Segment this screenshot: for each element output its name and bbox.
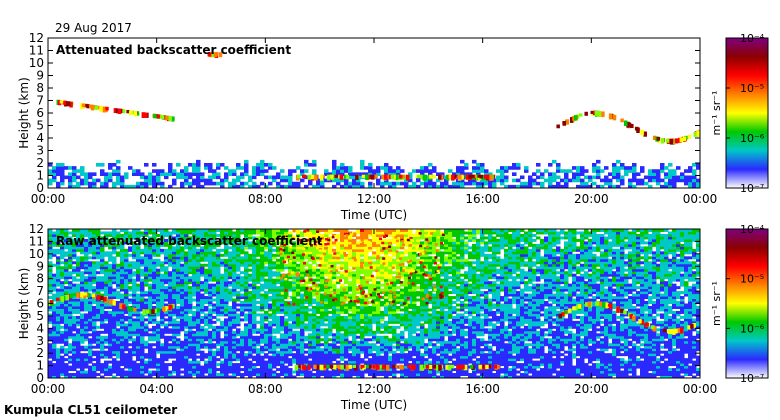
x-tick-label: 00:00 xyxy=(31,382,66,396)
x-tick-label: 20:00 xyxy=(574,382,609,396)
x-axis-label: Time (UTC) xyxy=(340,398,407,412)
feature-high_cloud xyxy=(207,52,223,59)
y-tick-label: 3 xyxy=(36,334,44,348)
feature-cloud_layer xyxy=(56,99,175,122)
panels: Attenuated backscatter coefficient012345… xyxy=(17,31,769,412)
y-tick-label: 5 xyxy=(36,309,44,323)
x-tick-label: 00:00 xyxy=(683,382,718,396)
y-tick-label: 10 xyxy=(29,247,44,261)
feature-cloud_layer xyxy=(558,301,697,335)
x-tick-label: 00:00 xyxy=(31,192,66,206)
y-tick-label: 8 xyxy=(36,272,44,286)
y-tick-label: 11 xyxy=(29,44,44,58)
y-tick-label: 12 xyxy=(29,31,44,45)
y-tick-label: 0 xyxy=(36,181,44,195)
feature-cloud_layer xyxy=(556,110,700,145)
y-tick-label: 0 xyxy=(36,371,44,385)
y-tick-label: 1 xyxy=(36,169,44,183)
colorbar-scale xyxy=(725,228,769,379)
panel-2: Raw attenuated backscatter coefficient01… xyxy=(17,222,769,412)
x-tick-label: 20:00 xyxy=(574,192,609,206)
heatmap-field xyxy=(48,52,700,188)
y-tick-label: 9 xyxy=(36,259,44,273)
colorbar-tick-label: 10⁻⁷ xyxy=(740,372,764,385)
date-label: 29 Aug 2017 xyxy=(55,21,132,35)
colorbar: 10⁻⁴ 10⁻⁵ 10⁻⁶ 10⁻⁷ m⁻¹ sr⁻¹ xyxy=(710,32,769,195)
y-tick-label: 7 xyxy=(36,94,44,108)
instrument-label: Kumpula CL51 ceilometer xyxy=(4,403,177,417)
y-tick-label: 10 xyxy=(29,56,44,70)
colorbar-label: m⁻¹ sr⁻¹ xyxy=(710,91,723,136)
heatmap-field xyxy=(48,229,700,378)
colorbar-scale xyxy=(725,37,769,189)
feature-cloud_layer xyxy=(48,292,175,316)
x-tick-label: 04:00 xyxy=(139,192,174,206)
x-tick-label: 00:00 xyxy=(683,192,718,206)
x-axis-label: Time (UTC) xyxy=(340,208,407,222)
colorbar: 10⁻⁴ 10⁻⁵ 10⁻⁶ 10⁻⁷ m⁻¹ sr⁻¹ xyxy=(710,223,769,385)
x-tick-label: 04:00 xyxy=(139,382,174,396)
y-tick-label: 5 xyxy=(36,119,44,133)
panel-1: Attenuated backscatter coefficient012345… xyxy=(17,31,769,222)
x-tick-label: 16:00 xyxy=(465,192,500,206)
colorbar-label: m⁻¹ sr⁻¹ xyxy=(710,281,723,326)
colorbar-tick-label: 10⁻⁵ xyxy=(740,82,764,95)
feature-low_cloud xyxy=(294,364,500,371)
feature-low_cloud xyxy=(295,174,496,181)
y-tick-label: 12 xyxy=(29,222,44,236)
x-tick-label: 08:00 xyxy=(248,192,283,206)
colorbar-tick-label: 10⁻⁴ xyxy=(740,32,765,45)
y-tick-label: 2 xyxy=(36,156,44,170)
colorbar-tick-label: 10⁻⁶ xyxy=(740,322,765,335)
feature-noise_background xyxy=(48,229,700,378)
y-tick-label: 4 xyxy=(36,321,44,335)
colorbar-tick-label: 10⁻⁷ xyxy=(740,182,764,195)
panel-title: Raw attenuated backscatter coefficient xyxy=(56,234,323,248)
y-tick-label: 6 xyxy=(36,297,44,311)
panel-title: Attenuated backscatter coefficient xyxy=(56,43,291,57)
y-tick-label: 1 xyxy=(36,359,44,373)
y-tick-label: 8 xyxy=(36,81,44,95)
x-tick-label: 08:00 xyxy=(248,382,283,396)
colorbar-tick-label: 10⁻⁶ xyxy=(740,132,765,145)
y-tick-label: 7 xyxy=(36,284,44,298)
x-tick-label: 12:00 xyxy=(357,192,392,206)
y-tick-label: 2 xyxy=(36,346,44,360)
y-axis-label: Height (km) xyxy=(17,77,31,148)
y-tick-label: 9 xyxy=(36,69,44,83)
y-tick-label: 6 xyxy=(36,106,44,120)
y-axis-label: Height (km) xyxy=(17,268,31,339)
y-tick-label: 4 xyxy=(36,131,44,145)
feature-noise_peak xyxy=(279,229,445,306)
colorbar-tick-label: 10⁻⁵ xyxy=(740,273,764,286)
x-tick-label: 12:00 xyxy=(357,382,392,396)
colorbar-tick-label: 10⁻⁴ xyxy=(740,223,765,236)
x-tick-label: 16:00 xyxy=(465,382,500,396)
y-tick-label: 11 xyxy=(29,234,44,248)
y-tick-label: 3 xyxy=(36,144,44,158)
